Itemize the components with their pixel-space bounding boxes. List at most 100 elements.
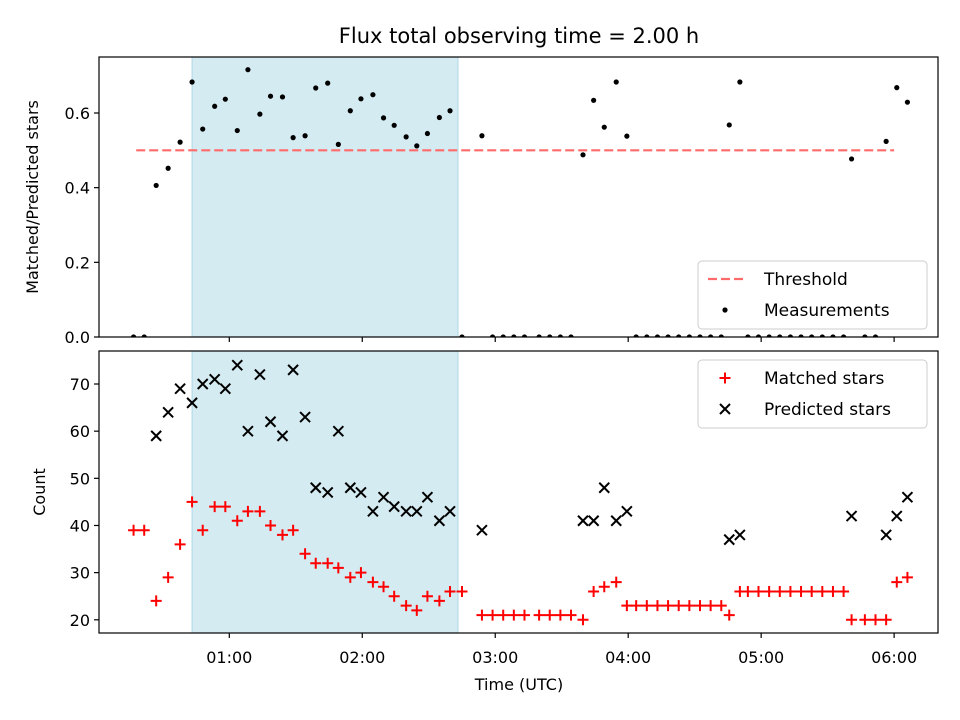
predicted-stars-point (254, 368, 266, 381)
measurement-point (165, 165, 171, 171)
measurement-point (665, 334, 671, 337)
matched-stars-point (723, 609, 735, 621)
legend-label: Threshold (763, 270, 848, 290)
legend: Threshold Measurements (697, 260, 928, 330)
measurement-point (654, 334, 661, 337)
matched-stars-point (378, 581, 390, 593)
legend: Matched stars Predicted stars (697, 359, 928, 429)
x-axis-label: Time (UTC) (474, 675, 563, 694)
predicted-stars-point (344, 482, 357, 494)
matched-stars-point (554, 609, 566, 621)
matched-stars-point (630, 600, 642, 612)
matched-stars-point (400, 600, 412, 612)
predicted-stars-point (186, 397, 198, 409)
measurement-point (370, 92, 376, 98)
matched-stars-point (742, 586, 754, 598)
matched-stars-point (265, 519, 277, 531)
legend-measurement-swatch (722, 307, 728, 313)
matched-stars-point (128, 524, 140, 536)
measurement-point (200, 126, 206, 132)
predicted-stars-point (287, 364, 299, 376)
matched-stars-point (197, 524, 209, 536)
matched-stars-point (870, 614, 882, 626)
measurement-point (436, 114, 442, 121)
matched-stars-point (287, 524, 299, 536)
predicted-stars-point (901, 491, 914, 503)
measurement-point (391, 122, 397, 128)
matched-stars-point (838, 586, 850, 598)
top-panel-ratio: 0.0 0.2 0.4 0.6 Matched/Predicted stars Thres… (23, 56, 939, 347)
measurement-point (848, 156, 855, 162)
matched-stars-point (651, 600, 663, 612)
matched-stars-point (444, 586, 456, 598)
matched-stars-point (322, 557, 334, 569)
measurement-point (500, 334, 506, 337)
matched-stars-point (610, 576, 622, 588)
predicted-stars-point (880, 529, 892, 541)
matched-stars-point (487, 609, 499, 621)
measurement-point (358, 96, 364, 102)
matched-stars-point (694, 600, 706, 612)
predicted-stars-point (321, 486, 334, 499)
matched-stars-point (774, 586, 786, 598)
legend-matched-swatch (719, 372, 731, 384)
legend-predicted-swatch (719, 403, 731, 415)
y-tick-label: 70 (70, 375, 90, 394)
matched-stars-point (411, 604, 423, 616)
measurement-point (580, 152, 586, 158)
measurement-point (557, 334, 563, 337)
measurement-point (697, 334, 703, 337)
measurement-point (840, 334, 847, 337)
measurement-point (633, 334, 639, 337)
measurement-point (777, 334, 783, 337)
measurement-point (290, 135, 296, 141)
y-axis-label: Matched/Predicted stars (23, 100, 42, 294)
measurement-point (830, 334, 836, 337)
y-tick-label: 50 (70, 469, 90, 488)
predicted-stars-point (231, 359, 243, 371)
matched-stars-point (621, 600, 633, 612)
measurement-point (245, 67, 251, 73)
matched-stars-point (662, 600, 674, 612)
axes-frame (98, 56, 939, 338)
predicted-stars-point (310, 482, 322, 494)
measurement-point (222, 96, 228, 102)
measurement-point (414, 143, 420, 149)
measurement-point (302, 133, 308, 139)
predicted-stars-point (421, 491, 434, 503)
legend-box (697, 359, 928, 429)
matched-stars-point (138, 524, 150, 536)
measurement-point (568, 334, 574, 337)
matched-stars-point (795, 586, 807, 598)
measurement-point (511, 334, 517, 337)
predicted-stars-point (723, 533, 735, 546)
y-tick-label: 0.4 (65, 179, 90, 198)
matched-stars-point (518, 609, 530, 621)
predicted-stars-point (174, 383, 186, 395)
matched-stars-point (565, 609, 577, 621)
matched-stars-point (598, 581, 610, 593)
predicted-stars-point (332, 425, 345, 437)
matched-stars-point (880, 614, 892, 626)
measurement-point (459, 334, 465, 337)
matched-stars-point (544, 609, 556, 621)
measurement-point (153, 182, 159, 189)
predicted-stars-point (208, 373, 221, 386)
predicted-stars-point (150, 430, 162, 442)
x-tick-label: 05:00 (738, 648, 784, 667)
predicted-stars-point (242, 425, 254, 437)
matched-stars-point (673, 600, 685, 612)
matched-stars-point (231, 515, 243, 527)
y-tick-label: 0.0 (65, 328, 90, 347)
matched-stars-point (816, 586, 828, 598)
matched-stars-point (784, 586, 796, 598)
matched-stars-point (806, 586, 818, 598)
legend-box (697, 260, 928, 330)
measurement-point (904, 99, 911, 105)
measurement-point (766, 334, 772, 337)
measurement-point (335, 141, 341, 147)
predicted-stars-point (444, 505, 456, 518)
predicted-stars-point (476, 524, 488, 536)
y-tick-label: 30 (70, 564, 90, 583)
